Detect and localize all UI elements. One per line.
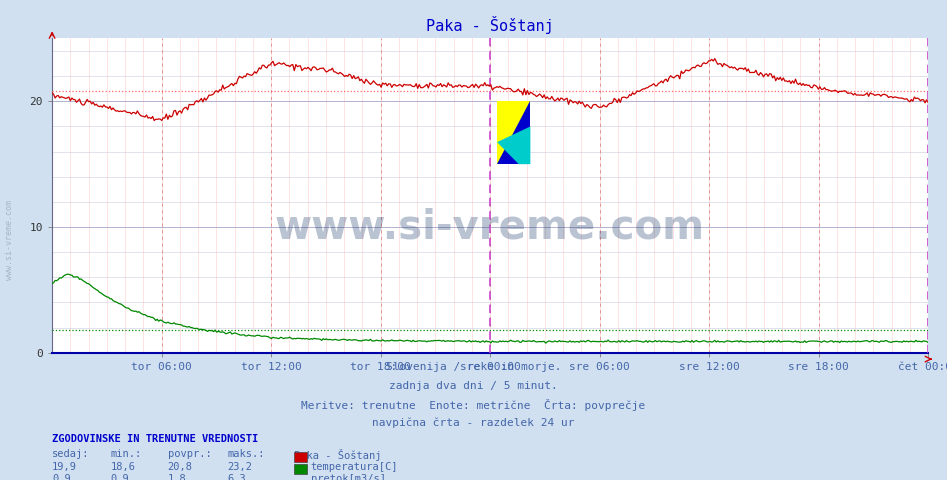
Text: 18,6: 18,6 bbox=[111, 462, 135, 472]
Text: navpična črta - razdelek 24 ur: navpična črta - razdelek 24 ur bbox=[372, 417, 575, 428]
Text: www.si-vreme.com: www.si-vreme.com bbox=[5, 200, 14, 280]
Text: Paka - Šoštanj: Paka - Šoštanj bbox=[294, 449, 381, 461]
Polygon shape bbox=[497, 101, 530, 164]
Text: 0,9: 0,9 bbox=[111, 474, 130, 480]
Polygon shape bbox=[497, 126, 530, 164]
Text: 0,9: 0,9 bbox=[52, 474, 71, 480]
Text: zadnja dva dni / 5 minut.: zadnja dva dni / 5 minut. bbox=[389, 381, 558, 391]
Text: Meritve: trenutne  Enote: metrične  Črta: povprečje: Meritve: trenutne Enote: metrične Črta: … bbox=[301, 399, 646, 411]
Text: maks.:: maks.: bbox=[227, 449, 265, 459]
Text: povpr.:: povpr.: bbox=[168, 449, 211, 459]
Text: 20,8: 20,8 bbox=[168, 462, 192, 472]
Text: pretok[m3/s]: pretok[m3/s] bbox=[311, 474, 385, 480]
Text: 19,9: 19,9 bbox=[52, 462, 77, 472]
Text: 1,8: 1,8 bbox=[168, 474, 187, 480]
Text: sedaj:: sedaj: bbox=[52, 449, 90, 459]
Text: temperatura[C]: temperatura[C] bbox=[311, 462, 398, 472]
Text: ZGODOVINSKE IN TRENUTNE VREDNOSTI: ZGODOVINSKE IN TRENUTNE VREDNOSTI bbox=[52, 434, 259, 444]
Text: Slovenija / reke in morje.: Slovenija / reke in morje. bbox=[385, 362, 562, 372]
Bar bbox=[497, 101, 530, 164]
Text: min.:: min.: bbox=[111, 449, 142, 459]
Text: www.si-vreme.com: www.si-vreme.com bbox=[275, 207, 706, 247]
Title: Paka - Šoštanj: Paka - Šoštanj bbox=[426, 16, 554, 35]
Text: 23,2: 23,2 bbox=[227, 462, 252, 472]
Text: 6,3: 6,3 bbox=[227, 474, 246, 480]
